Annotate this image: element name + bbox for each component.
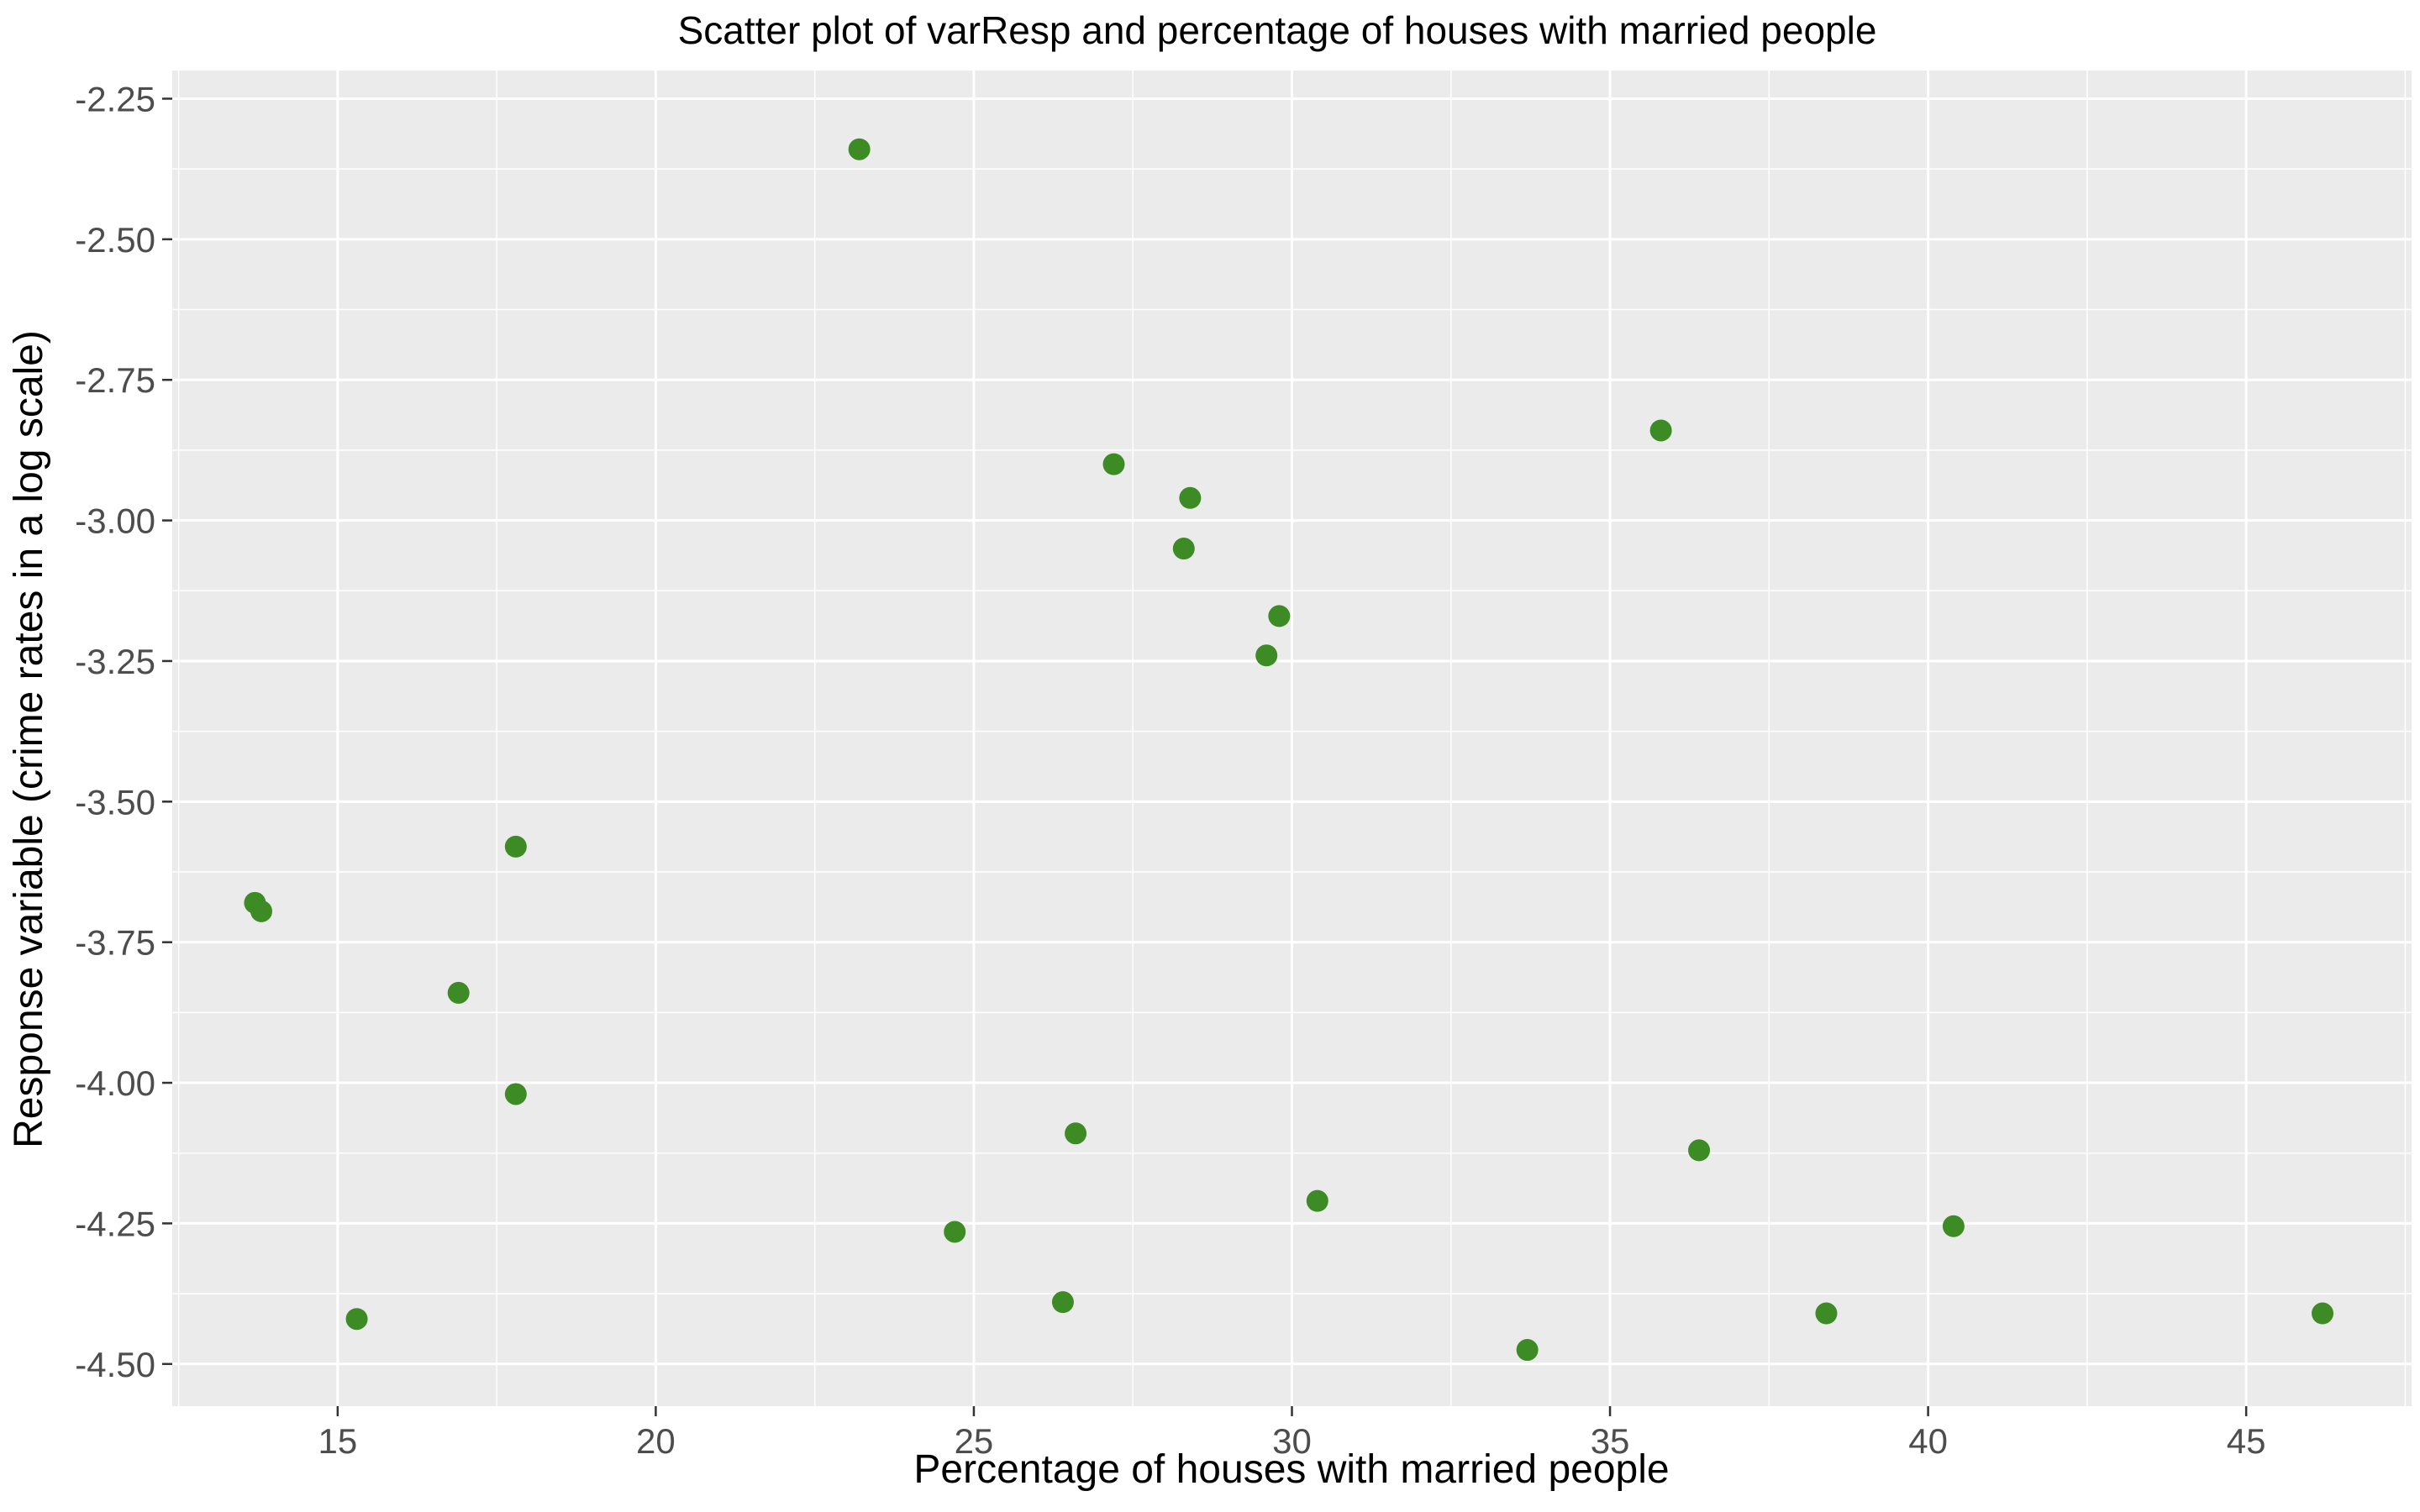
data-point — [1306, 1189, 1328, 1212]
y-tick-label: -4.25 — [75, 1204, 155, 1243]
data-point — [250, 900, 272, 922]
chart-title: Scatter plot of varResp and percentage o… — [678, 8, 1877, 52]
data-point — [848, 138, 871, 160]
x-tick-label: 15 — [318, 1421, 357, 1461]
y-tick-label: -2.50 — [75, 220, 155, 260]
data-point — [2312, 1302, 2334, 1325]
data-point — [504, 1083, 527, 1105]
x-tick-label: 45 — [2227, 1421, 2266, 1461]
data-point — [1102, 453, 1125, 475]
data-point — [1065, 1122, 1087, 1145]
y-tick-label: -3.25 — [75, 642, 155, 681]
y-axis-title: Response variable (crime rates in a log … — [7, 330, 51, 1148]
data-point — [1255, 644, 1278, 667]
data-point — [1815, 1302, 1838, 1325]
data-point — [447, 981, 470, 1004]
major-gridlines — [172, 71, 2412, 1406]
data-point — [345, 1308, 368, 1331]
y-tick-label: -4.00 — [75, 1063, 155, 1103]
y-tick-label: -3.00 — [75, 501, 155, 541]
data-point — [504, 835, 527, 858]
data-point — [1516, 1339, 1539, 1362]
data-point — [944, 1221, 966, 1243]
y-tick-label: -2.75 — [75, 360, 155, 400]
y-tick-label: -3.50 — [75, 782, 155, 822]
data-point — [1268, 605, 1291, 627]
x-tick-label: 25 — [955, 1421, 994, 1461]
data-point — [1942, 1215, 1965, 1237]
x-tick-label: 30 — [1272, 1421, 1312, 1461]
x-tick-label: 20 — [636, 1421, 676, 1461]
data-point — [1179, 486, 1202, 509]
data-points — [244, 138, 2334, 1362]
x-tick-label: 40 — [1908, 1421, 1948, 1461]
data-point — [1688, 1139, 1711, 1162]
data-point — [1051, 1291, 1074, 1314]
x-axis: 15 20 25 30 35 40 45 — [318, 1406, 2266, 1461]
y-axis: -2.25 -2.50 -2.75 -3.00 -3.25 -3.50 -3.75 -4.00… — [75, 79, 172, 1384]
data-point — [1172, 538, 1195, 560]
x-axis-title: Percentage of houses with married people — [913, 1447, 1669, 1492]
y-tick-label: -4.50 — [75, 1345, 155, 1384]
x-tick-label: 35 — [1591, 1421, 1630, 1461]
data-point — [1649, 419, 1672, 442]
y-tick-label: -2.25 — [75, 79, 155, 118]
y-tick-label: -3.75 — [75, 923, 155, 963]
